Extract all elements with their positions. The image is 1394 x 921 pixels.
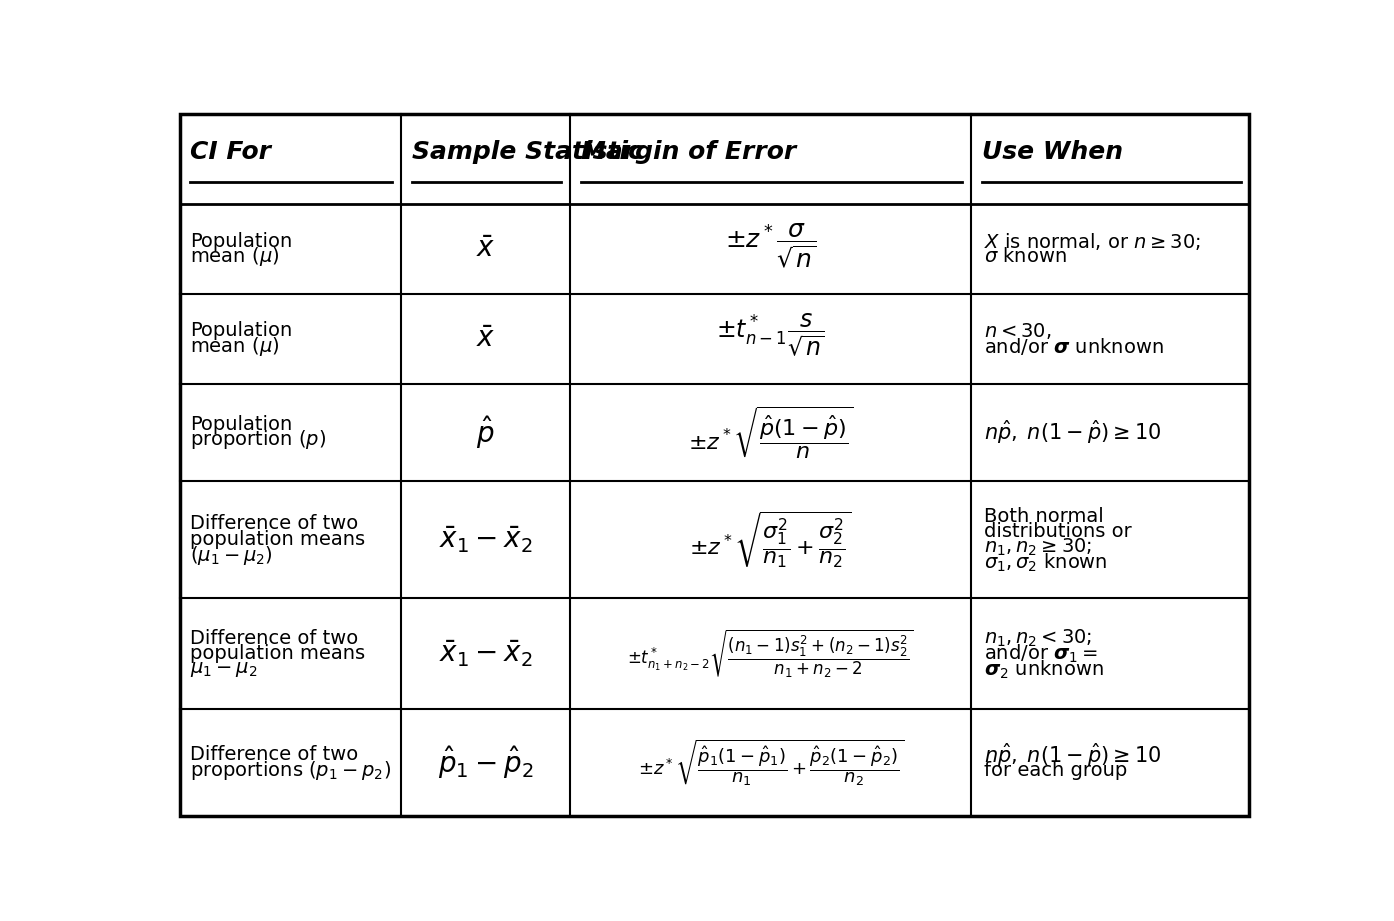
- Text: $\pm z^* \sqrt{\dfrac{\hat{p}(1-\hat{p})}{n}}$: $\pm z^* \sqrt{\dfrac{\hat{p}(1-\hat{p})…: [687, 404, 853, 460]
- Text: CI For: CI For: [191, 140, 272, 164]
- Text: $X$ is normal, or $n \geq 30$;: $X$ is normal, or $n \geq 30$;: [984, 230, 1200, 251]
- Text: $\bar{x}_1 - \bar{x}_2$: $\bar{x}_1 - \bar{x}_2$: [439, 524, 533, 554]
- Text: proportion ($p$): proportion ($p$): [191, 428, 326, 451]
- Text: Sample Statistic: Sample Statistic: [411, 140, 643, 164]
- Text: Population: Population: [191, 321, 293, 341]
- Text: $\pm t^*_{n_1+n_2-2} \sqrt{\dfrac{(n_1-1)s_1^2+(n_2-1)s_2^2}{n_1+n_2-2}}$: $\pm t^*_{n_1+n_2-2} \sqrt{\dfrac{(n_1-1…: [627, 627, 914, 681]
- Text: $\bar{x}_1 - \bar{x}_2$: $\bar{x}_1 - \bar{x}_2$: [439, 639, 533, 670]
- Text: Use When: Use When: [981, 140, 1124, 164]
- Text: $\pm z^* \sqrt{\dfrac{\sigma_1^2}{n_1} + \dfrac{\sigma_2^2}{n_2}}$: $\pm z^* \sqrt{\dfrac{\sigma_1^2}{n_1} +…: [690, 509, 852, 570]
- Text: $\sigma$ known: $\sigma$ known: [984, 247, 1066, 266]
- Text: $\pm t^*_{n-1} \dfrac{s}{\sqrt{n}}$: $\pm t^*_{n-1} \dfrac{s}{\sqrt{n}}$: [717, 311, 825, 359]
- Text: $\mu_1 - \mu_2$: $\mu_1 - \mu_2$: [191, 660, 258, 679]
- Text: population means: population means: [191, 645, 365, 663]
- Text: distributions or: distributions or: [984, 522, 1132, 542]
- Text: $\sigma_1, \sigma_2$ known: $\sigma_1, \sigma_2$ known: [984, 552, 1108, 574]
- Text: proportions ($p_1 - p_2$): proportions ($p_1 - p_2$): [191, 759, 392, 782]
- Text: $\boldsymbol{\sigma}_2$ unknown: $\boldsymbol{\sigma}_2$ unknown: [984, 659, 1104, 681]
- Text: Population: Population: [191, 231, 293, 251]
- Text: Difference of two: Difference of two: [191, 515, 358, 533]
- Text: Margin of Error: Margin of Error: [581, 140, 796, 164]
- Text: $n\hat{p},\; n(1-\hat{p}) \geq 10$: $n\hat{p},\; n(1-\hat{p}) \geq 10$: [984, 741, 1161, 769]
- Text: $n_1, n_2 \geq 30$;: $n_1, n_2 \geq 30$;: [984, 537, 1093, 558]
- Text: mean ($\mu$): mean ($\mu$): [191, 335, 280, 358]
- Text: and/or $\boldsymbol{\sigma}$ unknown: and/or $\boldsymbol{\sigma}$ unknown: [984, 336, 1164, 357]
- Text: Population: Population: [191, 414, 293, 434]
- Text: $\bar{x}$: $\bar{x}$: [475, 325, 495, 353]
- Text: Difference of two: Difference of two: [191, 629, 358, 647]
- Text: for each group: for each group: [984, 761, 1128, 780]
- Text: $n < 30$,: $n < 30$,: [984, 321, 1051, 341]
- Text: Difference of two: Difference of two: [191, 745, 358, 764]
- Text: mean ($\mu$): mean ($\mu$): [191, 245, 280, 268]
- Text: $\pm z^* \sqrt{\dfrac{\hat{p}_1(1-\hat{p}_1)}{n_1} + \dfrac{\hat{p}_2(1-\hat{p}_: $\pm z^* \sqrt{\dfrac{\hat{p}_1(1-\hat{p…: [637, 738, 903, 788]
- Text: $\pm z^* \dfrac{\sigma}{\sqrt{n}}$: $\pm z^* \dfrac{\sigma}{\sqrt{n}}$: [725, 221, 817, 270]
- Text: Both normal: Both normal: [984, 507, 1104, 526]
- Text: population means: population means: [191, 530, 365, 549]
- Text: $n_1, n_2 < 30$;: $n_1, n_2 < 30$;: [984, 628, 1093, 649]
- Text: $\hat{p}$: $\hat{p}$: [477, 414, 495, 450]
- Text: ($\mu_1 - \mu_2$): ($\mu_1 - \mu_2$): [191, 543, 273, 566]
- Text: and/or $\boldsymbol{\sigma}_1 =$: and/or $\boldsymbol{\sigma}_1 =$: [984, 643, 1098, 665]
- Text: $n\hat{p},\; n(1-\hat{p}) \geq 10$: $n\hat{p},\; n(1-\hat{p}) \geq 10$: [984, 418, 1161, 446]
- Text: $\bar{x}$: $\bar{x}$: [475, 235, 495, 262]
- Text: $\hat{p}_1 - \hat{p}_2$: $\hat{p}_1 - \hat{p}_2$: [438, 744, 534, 781]
